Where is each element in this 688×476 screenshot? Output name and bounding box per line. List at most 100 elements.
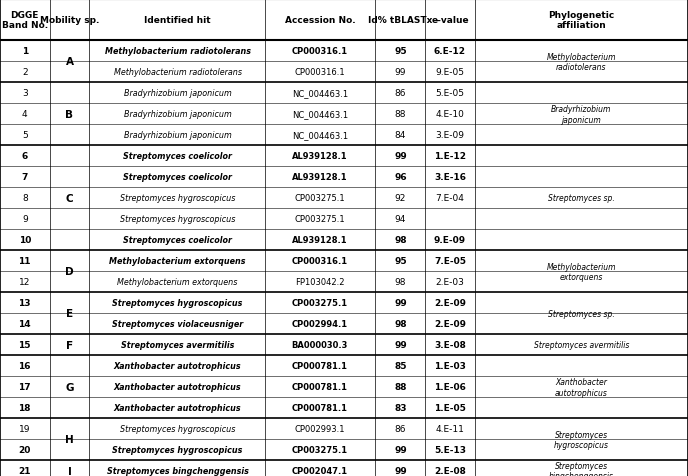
Text: DGGE
Band No.: DGGE Band No. (1, 11, 48, 30)
Text: 18: 18 (19, 404, 31, 412)
Text: 4.E-10: 4.E-10 (436, 110, 464, 119)
Text: 92: 92 (395, 194, 406, 203)
Text: H: H (65, 435, 74, 444)
Text: Phylogenetic
affiliation: Phylogenetic affiliation (548, 11, 614, 30)
Text: C: C (65, 194, 74, 203)
Text: NC_004463.1: NC_004463.1 (292, 110, 348, 119)
Text: Streptomyces
hygroscopicus: Streptomyces hygroscopicus (554, 430, 609, 449)
Text: 10: 10 (19, 236, 31, 245)
Text: NC_004463.1: NC_004463.1 (292, 89, 348, 98)
Text: I: I (67, 466, 72, 476)
Text: CP002047.1: CP002047.1 (292, 466, 348, 475)
Text: 20: 20 (19, 446, 31, 454)
Text: 3.E-09: 3.E-09 (436, 131, 464, 140)
Text: 8: 8 (22, 194, 28, 203)
Text: 1.E-06: 1.E-06 (434, 383, 466, 391)
Text: E: E (66, 309, 73, 318)
Text: 14: 14 (19, 320, 31, 328)
Text: 5: 5 (22, 131, 28, 140)
Text: 94: 94 (395, 215, 406, 224)
Text: Streptomyces hygroscopicus: Streptomyces hygroscopicus (120, 194, 235, 203)
Text: CP000781.1: CP000781.1 (292, 404, 348, 412)
Text: CP000316.1: CP000316.1 (292, 48, 348, 56)
Text: 99: 99 (394, 341, 407, 349)
Text: Methylobacterium
radiotolerans: Methylobacterium radiotolerans (546, 53, 616, 72)
Text: 9.E-09: 9.E-09 (434, 236, 466, 245)
Text: Methylobacterium radiotolerans: Methylobacterium radiotolerans (114, 69, 241, 77)
Text: CP000781.1: CP000781.1 (292, 383, 348, 391)
Text: 1: 1 (21, 48, 28, 56)
Text: Streptomyces sp.: Streptomyces sp. (548, 194, 615, 203)
Text: 16: 16 (19, 362, 31, 370)
Text: 96: 96 (394, 173, 407, 182)
Text: 2.E-03: 2.E-03 (436, 278, 464, 287)
Text: 99: 99 (394, 152, 407, 161)
Text: Streptomyces hygroscopicus: Streptomyces hygroscopicus (112, 299, 243, 307)
Text: Bradyrhizobium
japonicum: Bradyrhizobium japonicum (551, 105, 612, 124)
Text: 1.E-12: 1.E-12 (434, 152, 466, 161)
Text: 9.E-05: 9.E-05 (436, 69, 464, 77)
Text: 19: 19 (19, 425, 30, 433)
Text: 7.E-04: 7.E-04 (436, 194, 464, 203)
Text: 6.E-12: 6.E-12 (434, 48, 466, 56)
Text: 95: 95 (394, 48, 407, 56)
Text: 17: 17 (19, 383, 31, 391)
Text: Streptomyces avermitilis: Streptomyces avermitilis (534, 341, 629, 349)
Text: 1.E-05: 1.E-05 (434, 404, 466, 412)
Text: 98: 98 (394, 320, 407, 328)
Text: Streptomyces sp.: Streptomyces sp. (548, 309, 615, 318)
Text: CP002993.1: CP002993.1 (294, 425, 345, 433)
Text: Methylobacterium extorquens: Methylobacterium extorquens (109, 257, 246, 266)
Text: 86: 86 (395, 425, 406, 433)
Text: Methylobacterium extorquens: Methylobacterium extorquens (118, 278, 237, 287)
Text: Streptomyces hygroscopicus: Streptomyces hygroscopicus (120, 425, 235, 433)
Text: 95: 95 (394, 257, 407, 266)
Text: Streptomyces coelicolor: Streptomyces coelicolor (123, 152, 232, 161)
Text: 11: 11 (19, 257, 31, 266)
Text: Bradyrhizobium japonicum: Bradyrhizobium japonicum (124, 110, 231, 119)
Text: 21: 21 (19, 466, 31, 475)
Text: AL939128.1: AL939128.1 (292, 173, 347, 182)
Text: 4: 4 (22, 110, 28, 119)
Text: 15: 15 (19, 341, 31, 349)
Text: Xanthobacter autotrophicus: Xanthobacter autotrophicus (114, 404, 241, 412)
Text: Methylobacterium radiotolerans: Methylobacterium radiotolerans (105, 48, 250, 56)
Text: CP002994.1: CP002994.1 (292, 320, 348, 328)
Text: 2.E-09: 2.E-09 (434, 299, 466, 307)
Text: 2.E-09: 2.E-09 (434, 320, 466, 328)
Text: 88: 88 (395, 110, 406, 119)
Text: 9: 9 (22, 215, 28, 224)
Text: e-value: e-value (431, 16, 469, 25)
Text: Streptomyces bingchenggensis: Streptomyces bingchenggensis (107, 466, 248, 475)
Text: A: A (65, 58, 74, 67)
Text: 5.E-13: 5.E-13 (434, 446, 466, 454)
Text: Streptomyces avermitilis: Streptomyces avermitilis (121, 341, 234, 349)
Text: 4.E-11: 4.E-11 (436, 425, 464, 433)
Text: 99: 99 (394, 299, 407, 307)
Text: BA000030.3: BA000030.3 (292, 341, 348, 349)
Text: Streptomyces hygroscopicus: Streptomyces hygroscopicus (120, 215, 235, 224)
Text: 88: 88 (394, 383, 407, 391)
Text: G: G (65, 382, 74, 392)
Text: CP003275.1: CP003275.1 (294, 215, 345, 224)
Text: Id% tBLASTx: Id% tBLASTx (368, 16, 433, 25)
Text: 99: 99 (395, 69, 406, 77)
Text: Methylobacterium
extorquens: Methylobacterium extorquens (546, 262, 616, 281)
Text: Bradyrhizobium japonicum: Bradyrhizobium japonicum (124, 89, 231, 98)
Text: 2: 2 (22, 69, 28, 77)
Text: 13: 13 (19, 299, 31, 307)
Text: D: D (65, 267, 74, 277)
Text: FP103042.2: FP103042.2 (295, 278, 345, 287)
Text: AL939128.1: AL939128.1 (292, 152, 347, 161)
Text: 83: 83 (394, 404, 407, 412)
Text: Streptomyces
bingchenggensis: Streptomyces bingchenggensis (549, 461, 614, 476)
Text: CP000316.1: CP000316.1 (294, 69, 345, 77)
Text: 12: 12 (19, 278, 30, 287)
Text: NC_004463.1: NC_004463.1 (292, 131, 348, 140)
Text: Mobility sp.: Mobility sp. (40, 16, 99, 25)
Text: F: F (66, 340, 73, 350)
Text: CP000316.1: CP000316.1 (292, 257, 348, 266)
Text: 3.E-16: 3.E-16 (434, 173, 466, 182)
Text: 98: 98 (394, 236, 407, 245)
Text: CP003275.1: CP003275.1 (292, 446, 348, 454)
